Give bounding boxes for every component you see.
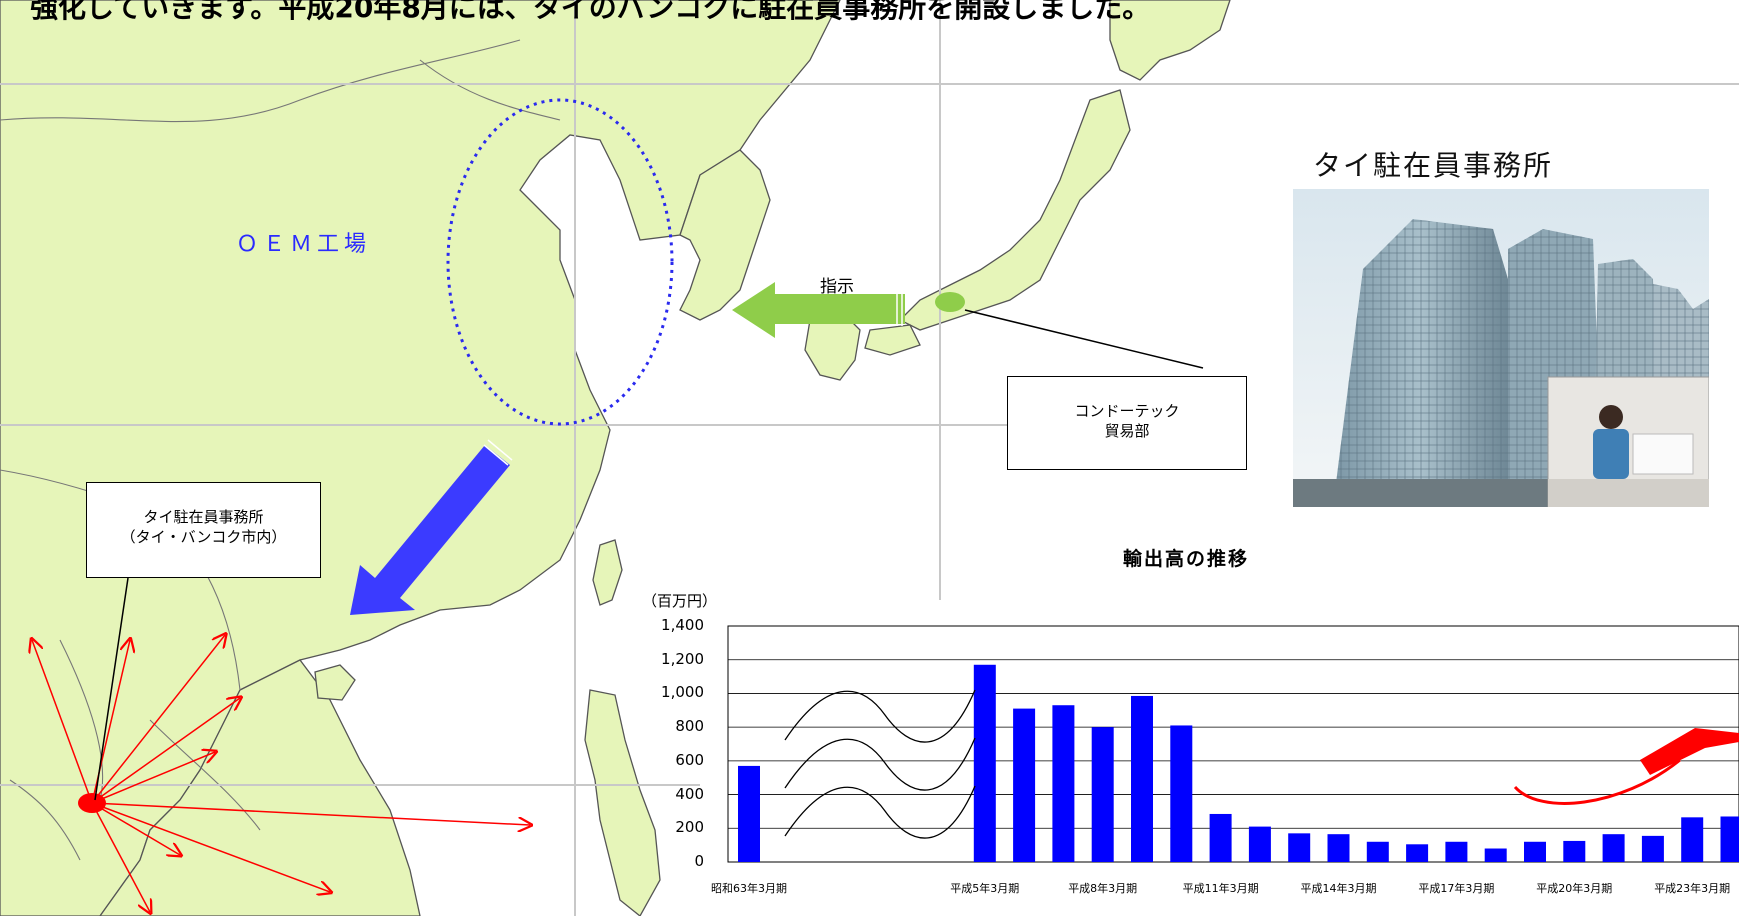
condotec-callout-line1: コンドーテック	[1008, 401, 1246, 421]
chart-bar	[1524, 842, 1546, 862]
headline-text: 強化していきます。平成20年8月には、タイのバンコクに駐在員事務所を開設しました…	[30, 0, 1739, 26]
chart-bar	[974, 665, 996, 862]
chart-plot-area	[728, 626, 1739, 862]
chart-bar	[1288, 833, 1310, 862]
chart-title: 輸出高の推移	[1123, 544, 1249, 571]
chart-bar	[1013, 709, 1035, 862]
x-tick-label: 平成23年3月期	[1654, 880, 1730, 896]
y-tick-label: 600	[630, 751, 704, 769]
chart-bar	[1406, 844, 1428, 862]
y-tick-label: 1,200	[630, 650, 704, 668]
y-tick-label: 1,000	[630, 683, 704, 701]
condotec-callout-line2: 貿易部	[1008, 421, 1246, 441]
thai-office-photo-title: タイ駐在員事務所	[1313, 144, 1553, 184]
chart-bar	[1052, 705, 1074, 862]
chart-y-unit: （百万円）	[642, 590, 717, 611]
chart-bar	[1131, 696, 1153, 862]
chart-bar	[1367, 842, 1389, 862]
condotec-callout: コンドーテック 貿易部	[1007, 376, 1247, 470]
thai-office-callout: タイ駐在員事務所 （タイ・バンコク市内）	[86, 482, 321, 578]
chart-bar	[1563, 841, 1585, 862]
x-tick-label: 昭和63年3月期	[711, 880, 787, 896]
chart-bar	[1249, 827, 1271, 862]
x-tick-label: 平成17年3月期	[1418, 880, 1494, 896]
chart-bar	[1485, 849, 1507, 862]
thai-office-callout-line1: タイ駐在員事務所	[87, 507, 320, 527]
chart-bar	[1721, 816, 1739, 862]
instruction-label: 指示	[820, 272, 854, 297]
y-tick-label: 400	[630, 785, 704, 803]
x-tick-label: 平成11年3月期	[1183, 880, 1259, 896]
y-tick-label: 200	[630, 818, 704, 836]
y-tick-label: 0	[630, 852, 704, 870]
oem-factory-label: ＯＥＭ工場	[236, 226, 371, 258]
y-tick-label: 1,400	[630, 616, 704, 634]
x-tick-label: 平成8年3月期	[1068, 880, 1137, 896]
x-tick-label: 平成5年3月期	[950, 880, 1019, 896]
x-tick-label: 平成20年3月期	[1536, 880, 1612, 896]
y-tick-label: 800	[630, 717, 704, 735]
chart-bar	[1681, 817, 1703, 862]
chart-bar	[1603, 834, 1625, 862]
office-building-photo	[1293, 189, 1709, 507]
chart-bar	[1328, 834, 1350, 862]
x-tick-label: 平成14年3月期	[1301, 880, 1377, 896]
office-building-image	[1293, 189, 1709, 507]
chart-bar	[738, 766, 760, 862]
chart-bar	[1092, 727, 1114, 862]
chart-bar	[1170, 725, 1192, 862]
chart-bar	[1210, 814, 1232, 862]
chart-bar	[1642, 836, 1664, 862]
chart-bar	[1445, 842, 1467, 862]
thai-office-callout-line2: （タイ・バンコク市内）	[87, 527, 320, 547]
